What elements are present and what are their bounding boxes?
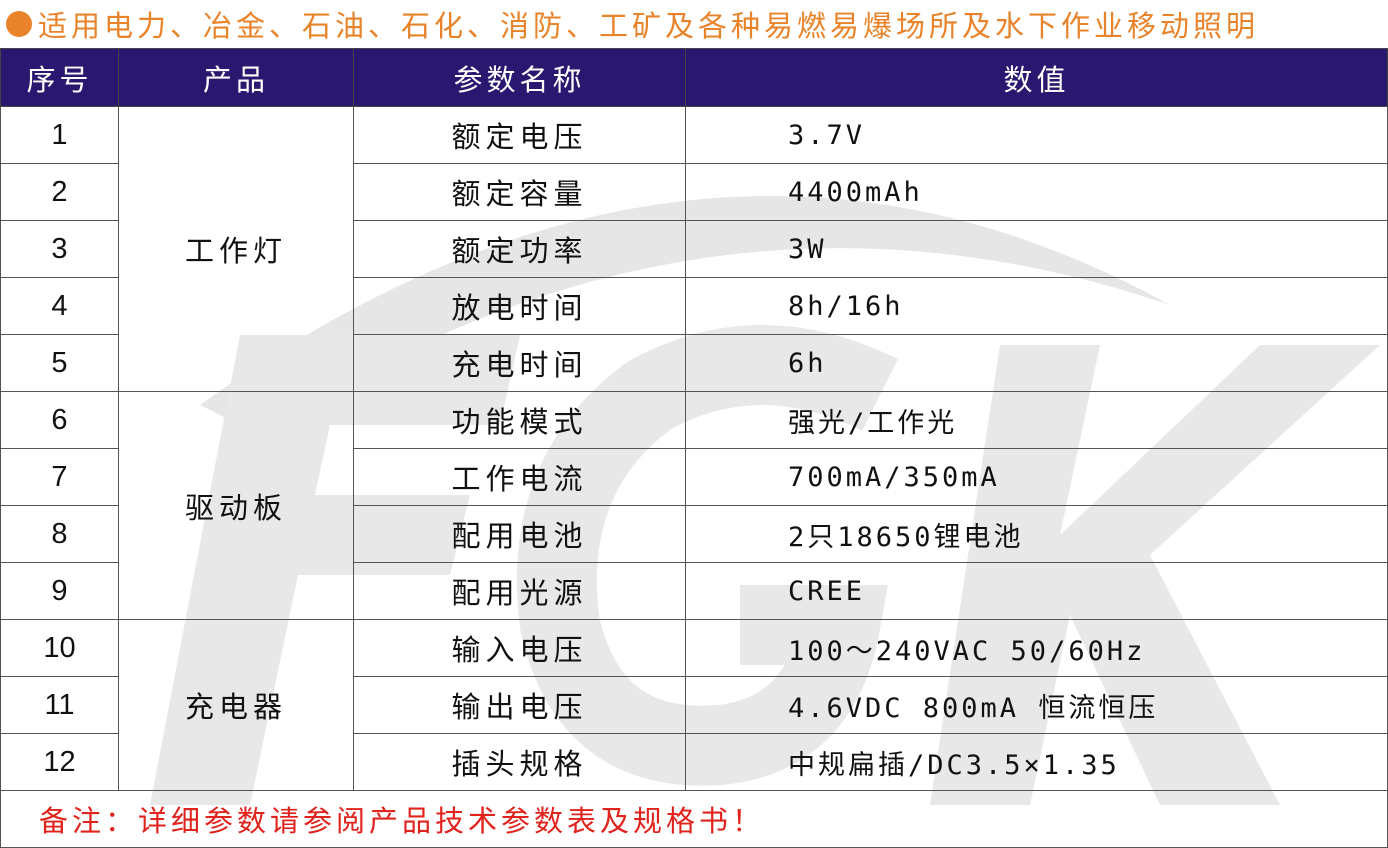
header-row: 序号 产品 参数名称 数值 [0,48,1388,107]
param-value: 8h/16h [685,277,1388,335]
row-number: 3 [0,220,119,278]
param-value: 100～240VAC 50/60Hz [685,619,1388,677]
param-value: 3W [685,220,1388,278]
table-row: 1 工作灯 额定电压 3.7V [0,106,1388,392]
param-value: CREE [685,562,1388,620]
header-no: 序号 [0,48,119,107]
row-number: 9 [0,562,119,620]
row-number: 12 [0,733,119,791]
row-number: 8 [0,505,119,563]
table-row: 4 放电时间 8h/16h [0,277,1388,335]
param-name: 额定电压 [353,106,686,164]
header-param: 参数名称 [353,48,686,107]
param-value: 4.6VDC 800mA 恒流恒压 [685,676,1388,734]
param-value: 6h [685,334,1388,392]
param-name: 输出电压 [353,676,686,734]
row-number: 4 [0,277,119,335]
param-name: 配用电池 [353,505,686,563]
note-text: 备注：详细参数请参阅产品技术参数表及规格书！ [0,790,1388,848]
param-value: 700mA/350mA [685,448,1388,506]
table-row: 5 充电时间 6h [0,334,1388,392]
table-row: 7 工作电流 700mA/350mA [0,448,1388,506]
row-number: 1 [0,106,119,164]
row-number: 10 [0,619,119,677]
note-row: 备注：详细参数请参阅产品技术参数表及规格书！ [0,790,1388,848]
header-value: 数值 [685,48,1388,107]
header-product: 产品 [118,48,354,107]
product-group: 驱动板 [118,391,354,620]
param-value: 3.7V [685,106,1388,164]
product-group: 工作灯 [118,106,354,392]
table-row: 11 输出电压 4.6VDC 800mA 恒流恒压 [0,676,1388,734]
param-name: 工作电流 [353,448,686,506]
title-text: 适用电力、冶金、石油、石化、消防、工矿及各种易燃易爆场所及水下作业移动照明 [38,9,1260,43]
table-row: 2 额定容量 4400mAh [0,163,1388,221]
param-value: 中规扁插/DC3.5×1.35 [685,733,1388,791]
row-number: 6 [0,391,119,449]
param-name: 充电时间 [353,334,686,392]
param-value: 强光/工作光 [685,391,1388,449]
table-row: 6 驱动板 功能模式 强光/工作光 [0,391,1388,620]
bullet-dot-icon [6,11,32,37]
param-name: 额定功率 [353,220,686,278]
row-number: 2 [0,163,119,221]
param-name: 功能模式 [353,391,686,449]
table-row: 10 充电器 输入电压 100～240VAC 50/60Hz [0,619,1388,791]
param-value: 4400mAh [685,163,1388,221]
table-row: 8 配用电池 2只18650锂电池 [0,505,1388,563]
title-banner: 适用电力、冶金、石油、石化、消防、工矿及各种易燃易爆场所及水下作业移动照明 [0,0,1388,48]
param-name: 额定容量 [353,163,686,221]
table-row: 12 插头规格 中规扁插/DC3.5×1.35 [0,733,1388,791]
param-value: 2只18650锂电池 [685,505,1388,563]
row-number: 11 [0,676,119,734]
spec-table: 序号 产品 参数名称 数值 1 工作灯 额定电压 3.7V 2 额定容量 4400mAh 3 额… [0,48,1388,848]
row-number: 7 [0,448,119,506]
param-name: 输入电压 [353,619,686,677]
row-number: 5 [0,334,119,392]
param-name: 配用光源 [353,562,686,620]
param-name: 放电时间 [353,277,686,335]
param-name: 插头规格 [353,733,686,791]
product-group: 充电器 [118,619,354,791]
